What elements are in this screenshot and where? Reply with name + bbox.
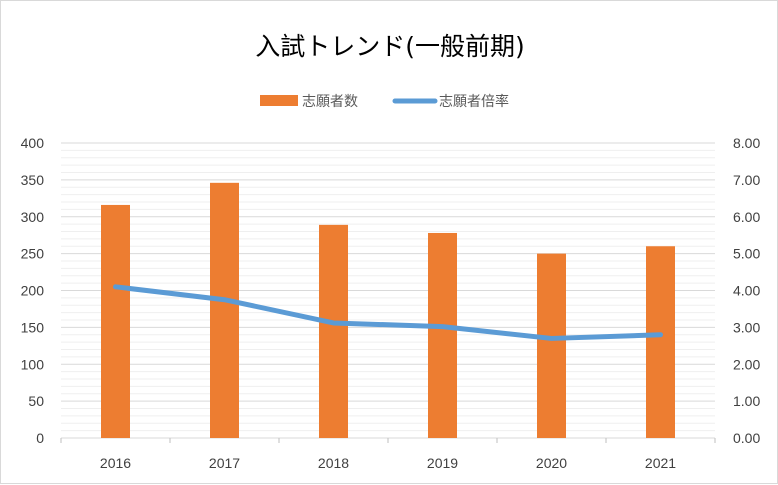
right-tick-label: 0.00	[733, 430, 760, 446]
left-tick-label: 50	[28, 393, 44, 409]
right-tick-label: 6.00	[733, 209, 760, 225]
left-tick-label: 200	[21, 283, 45, 299]
legend-label-line: 志願者倍率	[439, 93, 509, 110]
right-axis-ticks: 0.00 1.00 2.00 3.00 4.00 5.00 6.00 7.00 8.00	[733, 135, 760, 446]
right-tick-label: 3.00	[733, 319, 760, 335]
bar	[428, 232, 457, 438]
left-tick-label: 400	[21, 135, 45, 151]
series-line	[113, 284, 663, 341]
left-axis-ticks: 0 50 100 150 200 250 300 350 400	[21, 135, 45, 446]
right-tick-label: 1.00	[733, 393, 760, 409]
right-tick-label: 4.00	[733, 283, 760, 299]
legend-label-bar: 志願者数	[302, 94, 358, 110]
bar	[646, 246, 675, 438]
bar	[101, 204, 130, 438]
x-tick-label: 2018	[318, 455, 349, 471]
right-tick-label: 2.00	[733, 356, 760, 372]
left-tick-label: 150	[21, 319, 45, 335]
bar	[319, 224, 348, 438]
bar	[210, 182, 239, 438]
x-axis-ticks: 2016 2017 2018 2019 2020 2021	[100, 455, 676, 471]
right-tick-label: 8.00	[733, 135, 760, 151]
bar	[537, 253, 566, 438]
legend-swatch-bar	[260, 95, 298, 106]
x-tick-label: 2016	[100, 455, 131, 471]
bar-series	[101, 182, 675, 438]
left-tick-label: 100	[21, 356, 45, 372]
x-tick-label: 2017	[209, 455, 240, 471]
x-tick-label: 2020	[536, 455, 567, 471]
line-series	[113, 284, 663, 341]
chart-title: 入試トレンド(一般前期)	[255, 32, 525, 61]
left-tick-label: 350	[21, 172, 45, 188]
left-tick-label: 250	[21, 246, 45, 262]
legend: 志願者数 志願者倍率	[260, 93, 509, 110]
left-tick-label: 0	[36, 430, 44, 446]
gridlines	[60, 142, 716, 443]
left-tick-label: 300	[21, 209, 45, 225]
x-tick-label: 2021	[645, 455, 676, 471]
x-tick-label: 2019	[427, 455, 458, 471]
right-tick-label: 7.00	[733, 172, 760, 188]
right-tick-label: 5.00	[733, 246, 760, 262]
